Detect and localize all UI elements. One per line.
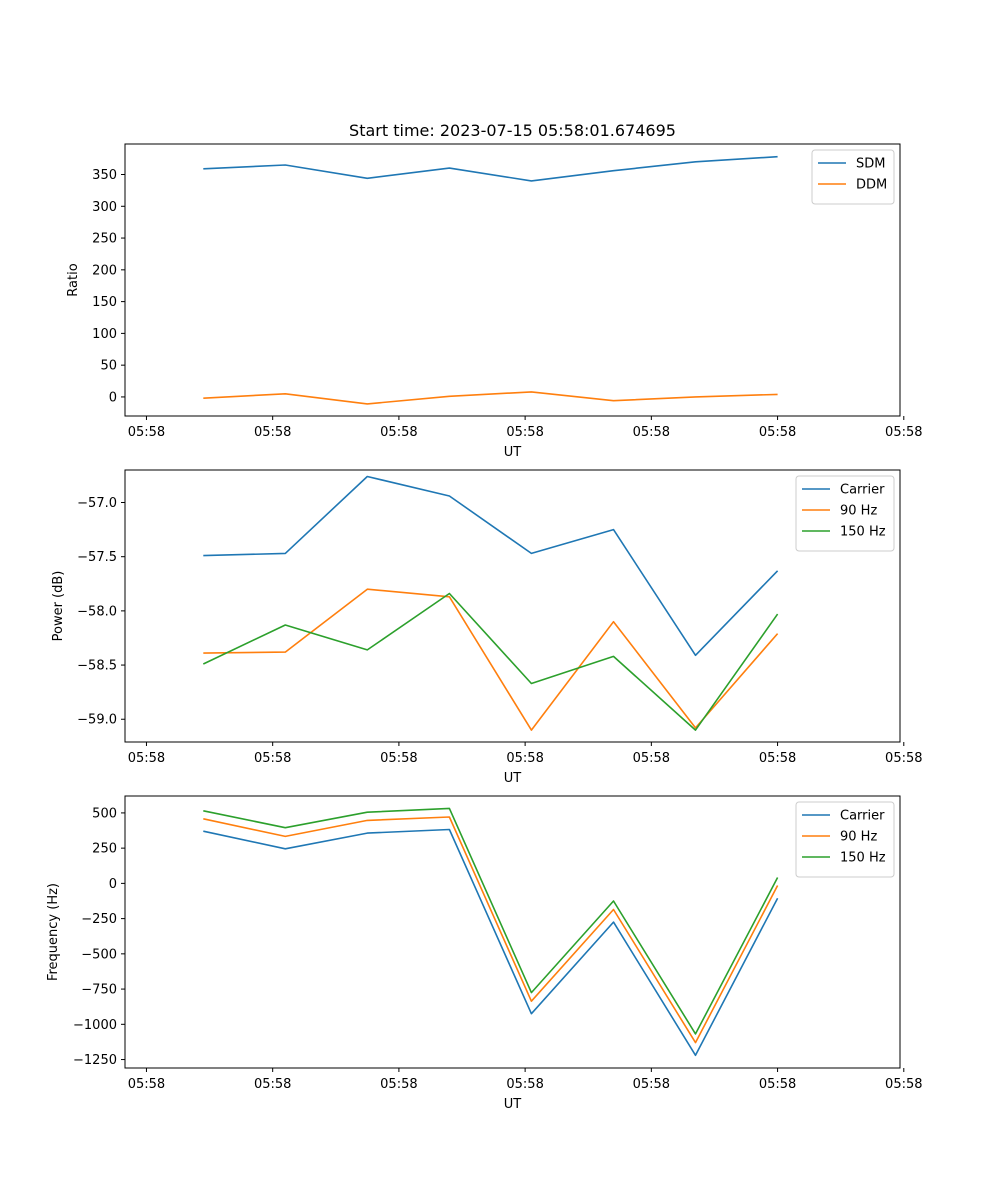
x-tick-label: 05:58	[885, 751, 922, 766]
series-line-carrier	[203, 828, 779, 1057]
x-tick-label: 05:58	[128, 1077, 165, 1092]
y-tick-label: 250	[92, 232, 117, 247]
y-tick-label: −57.0	[77, 496, 117, 511]
x-tick-label: 05:58	[885, 425, 922, 440]
x-tick-label: 05:58	[254, 425, 291, 440]
y-tick-label: 100	[92, 327, 117, 342]
y-tick-label: −1000	[73, 1018, 117, 1033]
y-tick-label: −750	[81, 983, 117, 998]
y-axis-label: Ratio	[66, 263, 81, 296]
legend-entry: SDM	[856, 157, 885, 172]
series-line-150-hz	[202, 592, 779, 731]
x-tick-label: 05:58	[885, 1077, 922, 1092]
legend-box	[795, 801, 895, 878]
x-tick-label: 05:58	[380, 425, 417, 440]
series-line-150-hz	[203, 807, 779, 1035]
axes-frame	[124, 143, 901, 417]
legend-box	[795, 475, 895, 552]
y-tick-label: 300	[92, 200, 117, 215]
y-axis-label: Power (dB)	[51, 571, 66, 642]
x-tick-label: 05:58	[759, 425, 796, 440]
series-line-carrier	[203, 475, 779, 657]
y-tick-label: −250	[81, 912, 117, 927]
x-tick-label: 05:58	[128, 751, 165, 766]
x-tick-label: 05:58	[506, 425, 543, 440]
y-tick-label: −57.5	[77, 550, 117, 565]
legend-entry: 90 Hz	[840, 504, 877, 519]
subplot-3: 05:5805:5805:5805:5805:5805:5805:5805:59…	[46, 795, 923, 1112]
y-tick-label: 250	[92, 842, 117, 857]
legend: SDM DDM	[811, 149, 895, 205]
x-tick-label: 05:58	[759, 1077, 796, 1092]
x-tick-label: 05:58	[380, 1077, 417, 1092]
legend-entry: 90 Hz	[840, 830, 877, 845]
x-tick-label: 05:58	[254, 1077, 291, 1092]
x-tick-label: 05:58	[633, 1077, 670, 1092]
y-tick-label: −58.5	[77, 659, 117, 674]
legend-entry: Carrier	[840, 809, 885, 824]
y-tick-label: −58.0	[77, 604, 117, 619]
x-tick-label: 05:58	[380, 751, 417, 766]
series-line-90-hz	[203, 816, 779, 1044]
x-tick-label: 05:58	[254, 751, 291, 766]
x-axis-label: UT	[504, 771, 522, 786]
y-tick-label: 0	[109, 390, 117, 405]
legend-entry: 150 Hz	[840, 851, 886, 866]
y-tick-label: 350	[92, 168, 117, 183]
axes-frame	[124, 795, 901, 1069]
legend: Carrier 90 Hz 150 Hz	[795, 801, 895, 878]
x-tick-label: 05:58	[506, 1077, 543, 1092]
y-axis-label: Frequency (Hz)	[46, 883, 61, 981]
y-tick-label: 50	[100, 359, 117, 374]
y-tick-label: −1250	[73, 1053, 117, 1068]
legend-entry: 150 Hz	[840, 525, 886, 540]
series-line-90-hz	[203, 588, 779, 731]
axes-frame	[124, 469, 901, 743]
x-tick-label: 05:58	[128, 425, 165, 440]
subplot-2: 05:5805:5805:5805:5805:5805:5805:5805:59…	[51, 469, 923, 786]
x-tick-label: 05:58	[759, 751, 796, 766]
y-tick-label: −59.0	[77, 713, 117, 728]
y-tick-label: 200	[92, 263, 117, 278]
x-tick-label: 05:58	[633, 425, 670, 440]
x-tick-label: 05:58	[633, 751, 670, 766]
chart-title: Start time: 2023-07-15 05:58:01.674695	[349, 121, 676, 140]
legend: Carrier 90 Hz 150 Hz	[795, 475, 895, 552]
legend-entry: Carrier	[840, 483, 885, 498]
subplot-1: Start time: 2023-07-15 05:58:01.67469505…	[66, 121, 923, 460]
y-tick-label: 500	[92, 806, 117, 821]
series-line-ddm	[203, 391, 778, 405]
y-tick-label: −500	[81, 947, 117, 962]
x-tick-label: 05:58	[506, 751, 543, 766]
y-tick-label: 150	[92, 295, 117, 310]
x-axis-label: UT	[504, 1097, 522, 1112]
y-tick-label: 0	[109, 877, 117, 892]
x-axis-label: UT	[504, 445, 522, 460]
legend-entry: DDM	[856, 178, 887, 193]
series-line-sdm	[203, 155, 778, 182]
